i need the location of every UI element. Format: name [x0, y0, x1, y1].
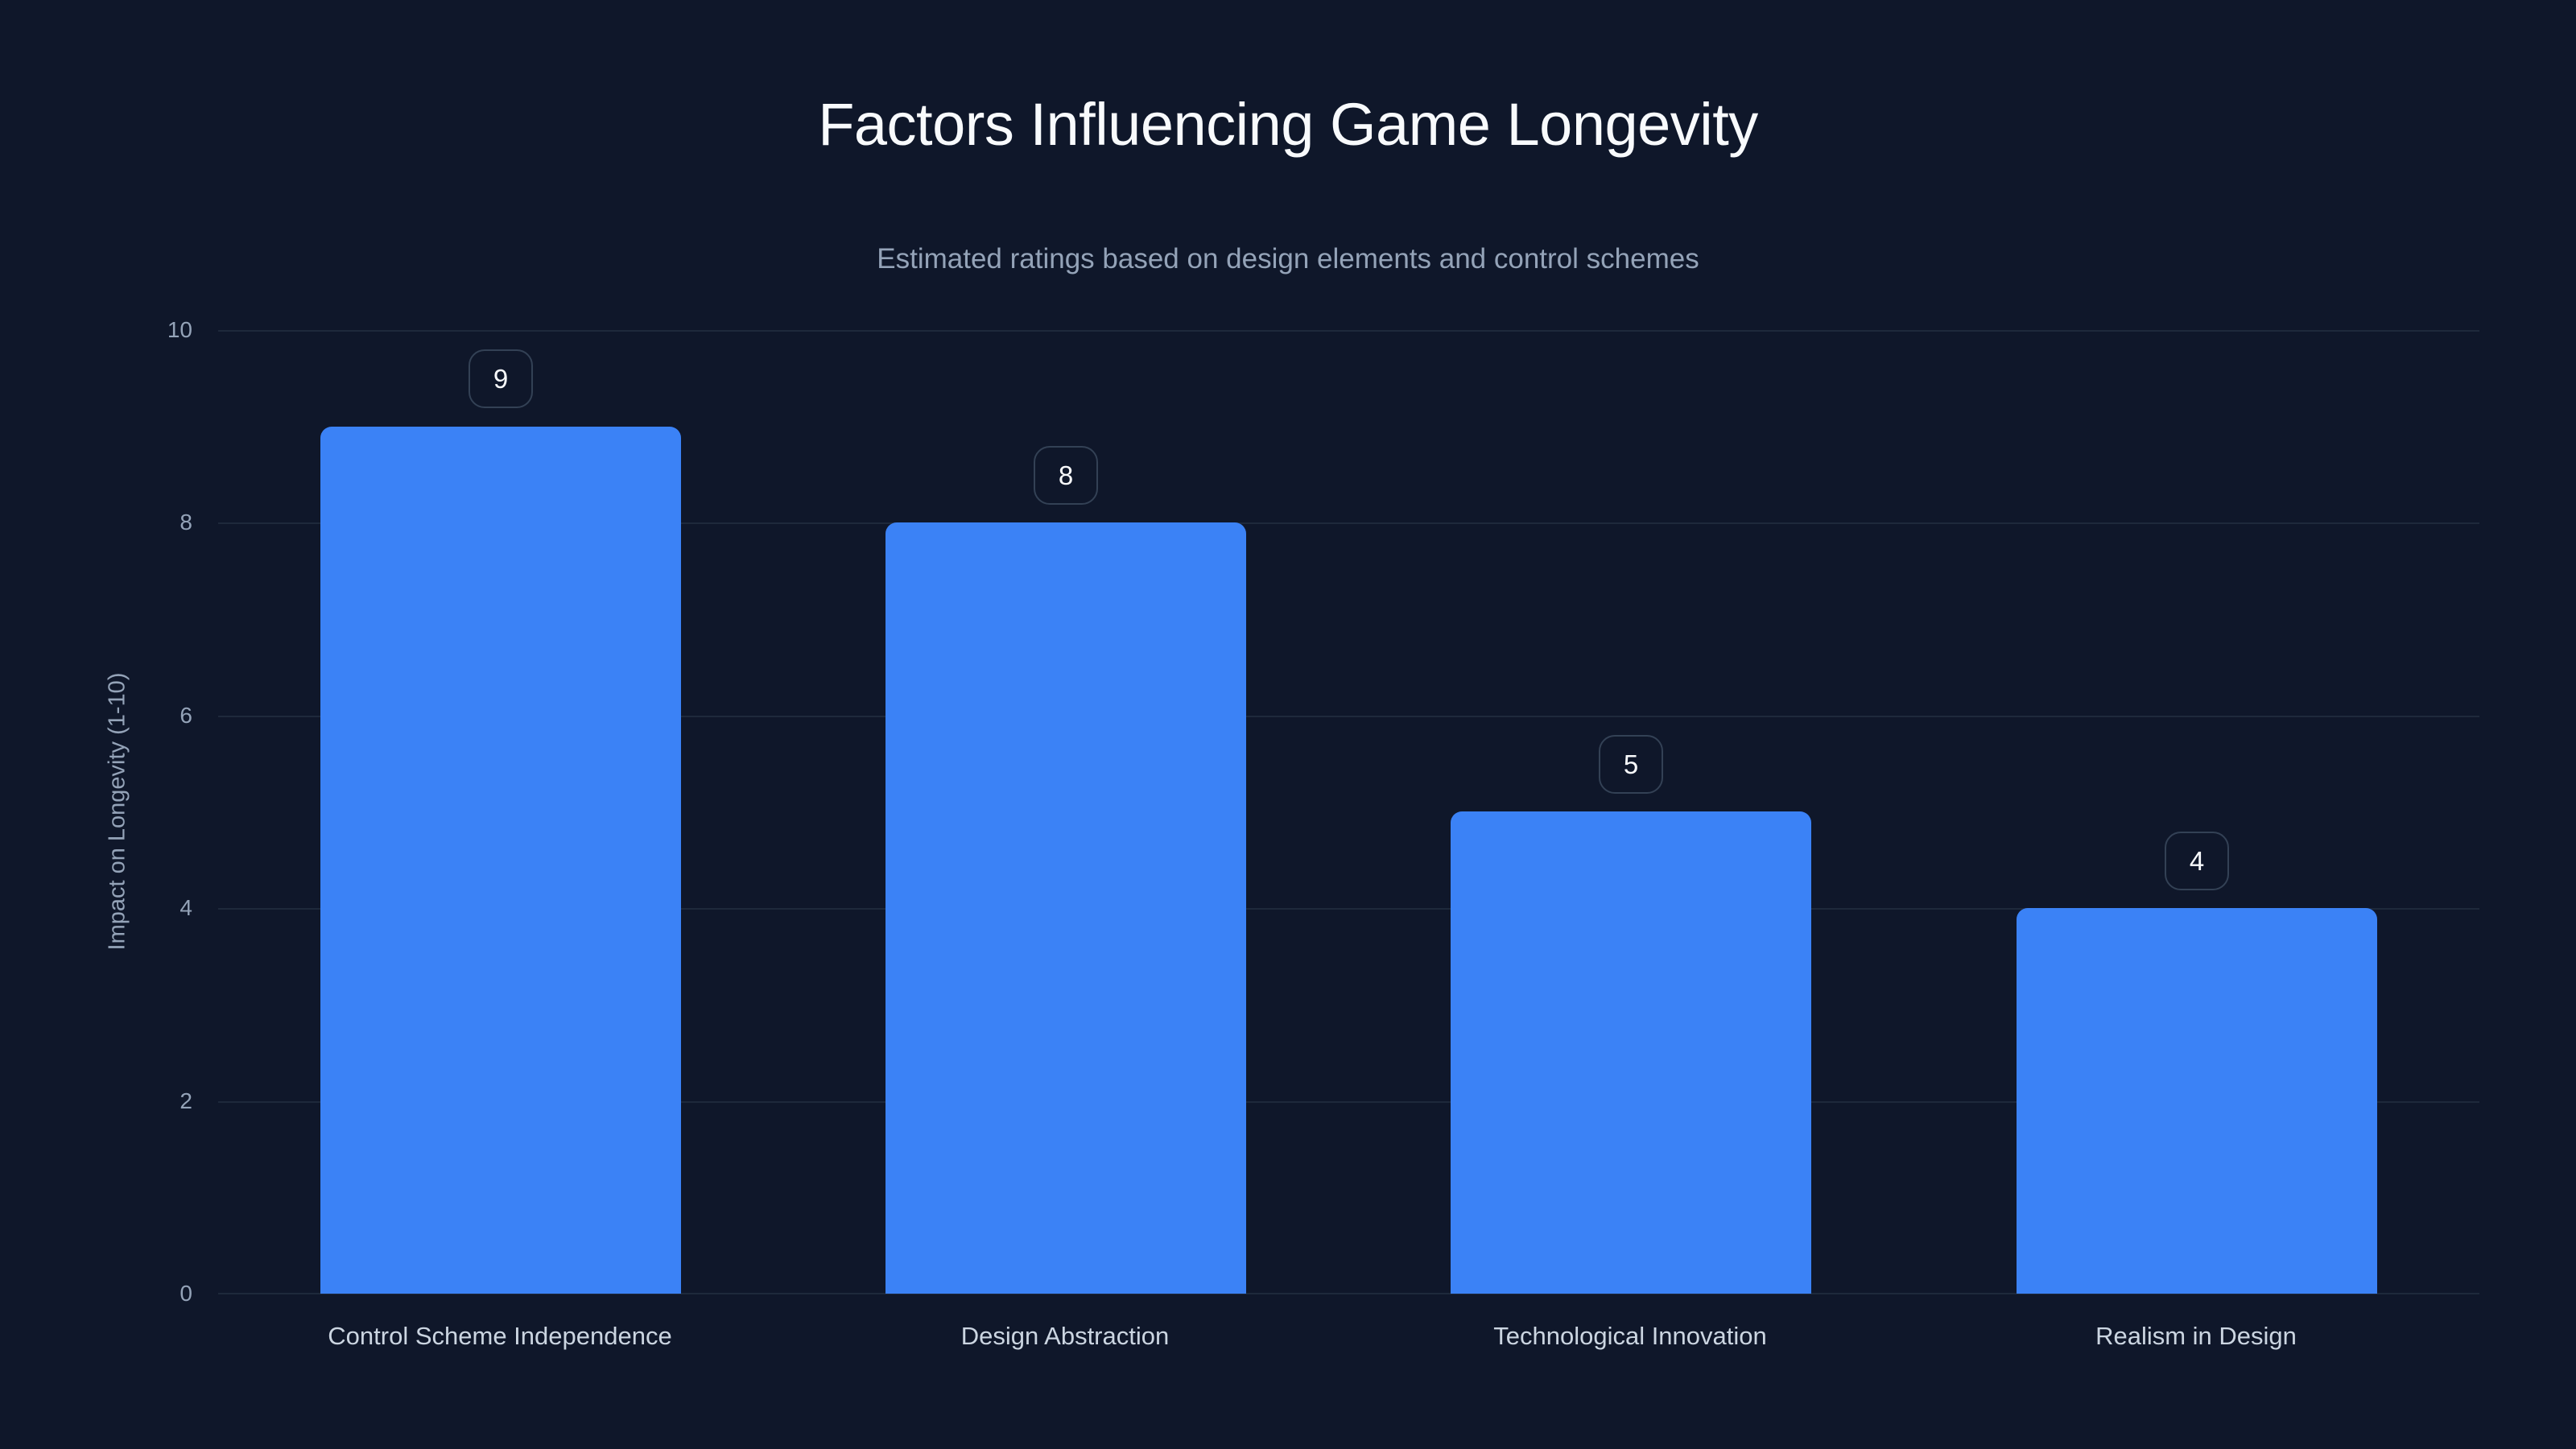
y-tick-0: 0	[180, 1281, 192, 1306]
gridline	[218, 522, 2479, 524]
bar-control-scheme-independence[interactable]	[320, 427, 681, 1294]
x-label-technological-innovation: Technological Innovation	[1493, 1322, 1767, 1350]
y-tick-2: 2	[180, 1088, 192, 1113]
gridline	[218, 1293, 2479, 1294]
y-axis-label: Impact on Longevity (1-10)	[104, 672, 130, 951]
gridline	[218, 1101, 2479, 1103]
chart-subtitle: Estimated ratings based on design elemen…	[877, 243, 1699, 275]
y-tick-8: 8	[180, 510, 192, 535]
gridline	[218, 716, 2479, 717]
x-label-control-scheme-independence: Control Scheme Independence	[328, 1322, 672, 1350]
gridline	[218, 330, 2479, 332]
gridline	[218, 908, 2479, 910]
plot-area: 9 8 5 4	[218, 330, 2479, 1294]
value-label: 5	[1599, 735, 1663, 794]
bar-design-abstraction[interactable]	[886, 522, 1246, 1294]
y-tick-6: 6	[180, 703, 192, 728]
y-tick-10: 10	[167, 317, 192, 342]
x-label-design-abstraction: Design Abstraction	[960, 1322, 1170, 1350]
x-label-realism-in-design: Realism in Design	[2095, 1322, 2297, 1350]
y-tick-4: 4	[180, 895, 192, 920]
chart-title: Factors Influencing Game Longevity	[818, 91, 1758, 158]
value-label: 9	[469, 349, 533, 408]
value-label: 8	[1034, 446, 1098, 505]
bar-realism-in-design[interactable]	[2017, 908, 2377, 1294]
bar-technological-innovation[interactable]	[1451, 811, 1811, 1294]
value-label: 4	[2165, 832, 2229, 890]
